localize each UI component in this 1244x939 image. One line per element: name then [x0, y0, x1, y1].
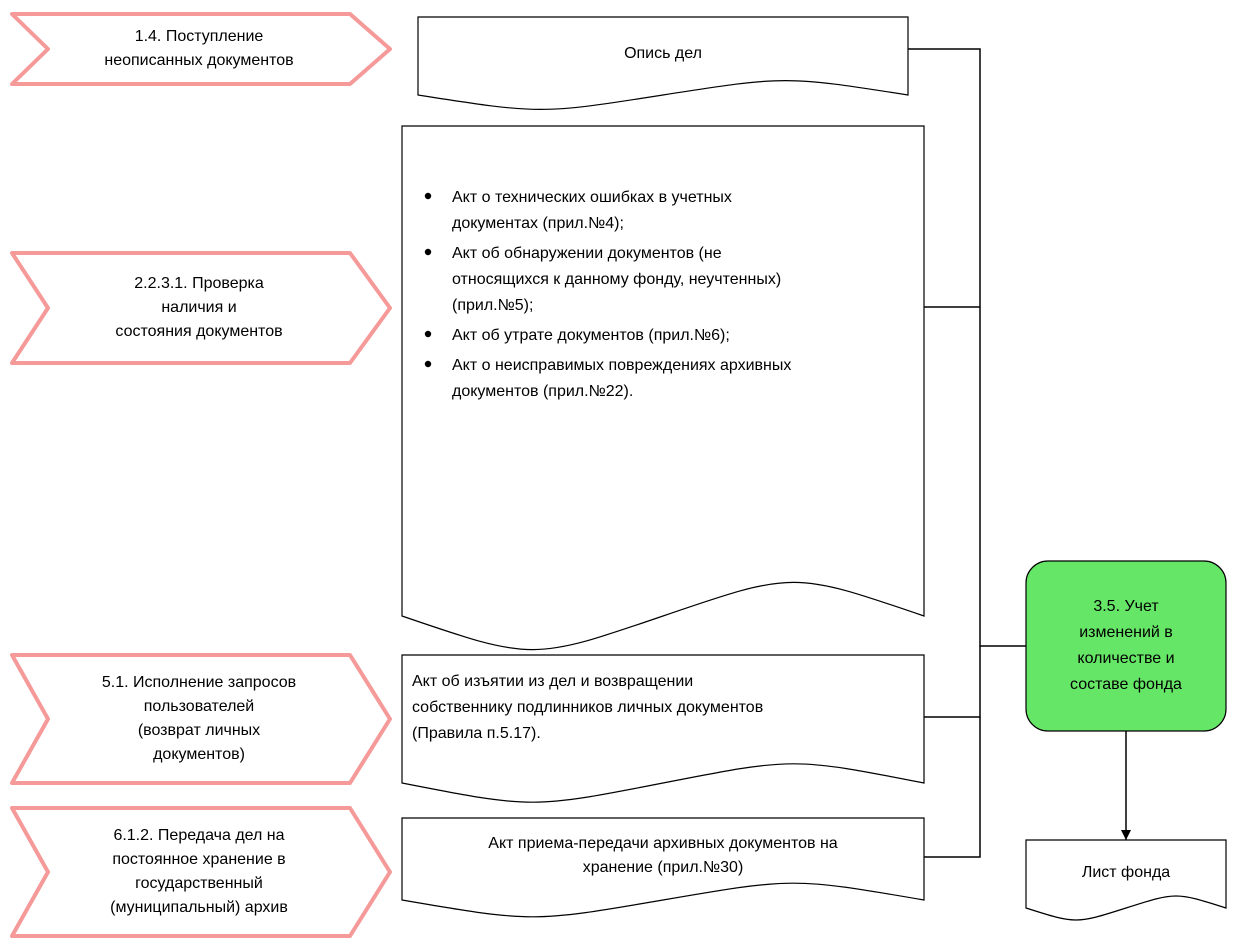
doc-opis	[418, 17, 908, 109]
edge	[924, 646, 980, 717]
arrow-5-1-label: пользователей	[144, 698, 255, 715]
node-3-5-label: составе фонда	[1070, 676, 1182, 693]
node-3-5-label: количестве и	[1077, 650, 1174, 667]
doc-opis-text: Опись дел	[624, 45, 702, 62]
arrow-1-4	[12, 14, 390, 84]
bullet-icon	[425, 331, 431, 337]
arrow-2-2-3-1-label: 2.2.3.1. Проверка	[134, 275, 264, 292]
arrow-6-1-2-label: 6.1.2. Передача дел на	[113, 827, 284, 844]
node-3-5-label: изменений в	[1079, 624, 1173, 641]
node-3-5	[1026, 561, 1226, 731]
doc-acts-text: Акт об утрате документов (прил.№6);	[452, 327, 730, 344]
arrow-6-1-2-label: (муниципальный) архив	[110, 899, 288, 916]
arrow-1-4-label: 1.4. Поступление	[135, 28, 264, 45]
arrow-5-1-label: (возврат личных	[138, 722, 260, 739]
bullet-icon	[425, 193, 431, 199]
doc-acts-text: Акт о технических ошибках в учетных	[452, 189, 732, 206]
doc-izyatie-text: (Правила п.5.17).	[412, 725, 541, 742]
doc-acts-text: документов (прил.№22).	[452, 383, 633, 400]
flowchart-canvas: 1.4. Поступление неописанных документов 2.…	[0, 0, 1244, 939]
arrow-2-2-3-1-label: состояния документов	[115, 323, 282, 340]
arrow-6-1-2-label: государственный	[135, 875, 263, 892]
bullet-icon	[425, 249, 431, 255]
arrow-5-1-label: документов)	[153, 746, 245, 763]
node-3-5-label: 3.5. Учет	[1093, 598, 1159, 615]
doc-izyatie-text: собственнику подлинников личных документ…	[412, 699, 763, 716]
doc-list-fonda-text: Лист фонда	[1082, 864, 1170, 881]
bullet-icon	[425, 361, 431, 367]
arrow-2-2-3-1-label: наличия и	[161, 299, 236, 316]
doc-acts-text: Акт о неисправимых повреждениях архивных	[452, 357, 791, 374]
edge	[924, 717, 980, 857]
doc-acts-text: Акт об обнаружении документов (не	[452, 245, 722, 262]
doc-acts-text: документах (прил.№4);	[452, 215, 624, 232]
doc-priema-text: Акт приема-передачи архивных документов …	[488, 835, 837, 852]
doc-priema-text: хранение (прил.№30)	[583, 859, 744, 876]
arrow-6-1-2-label: постоянное хранение в	[112, 851, 285, 868]
doc-izyatie-text: Акт об изъятии из дел и возвращении	[412, 673, 693, 690]
doc-acts-text: относящихся к данному фонду, неучтенных)	[452, 271, 781, 288]
edge	[908, 49, 1126, 646]
arrow-5-1-label: 5.1. Исполнение запросов	[102, 674, 296, 691]
arrow-1-4-label: неописанных документов	[104, 52, 293, 69]
doc-acts-text: (прил.№5);	[452, 297, 533, 314]
